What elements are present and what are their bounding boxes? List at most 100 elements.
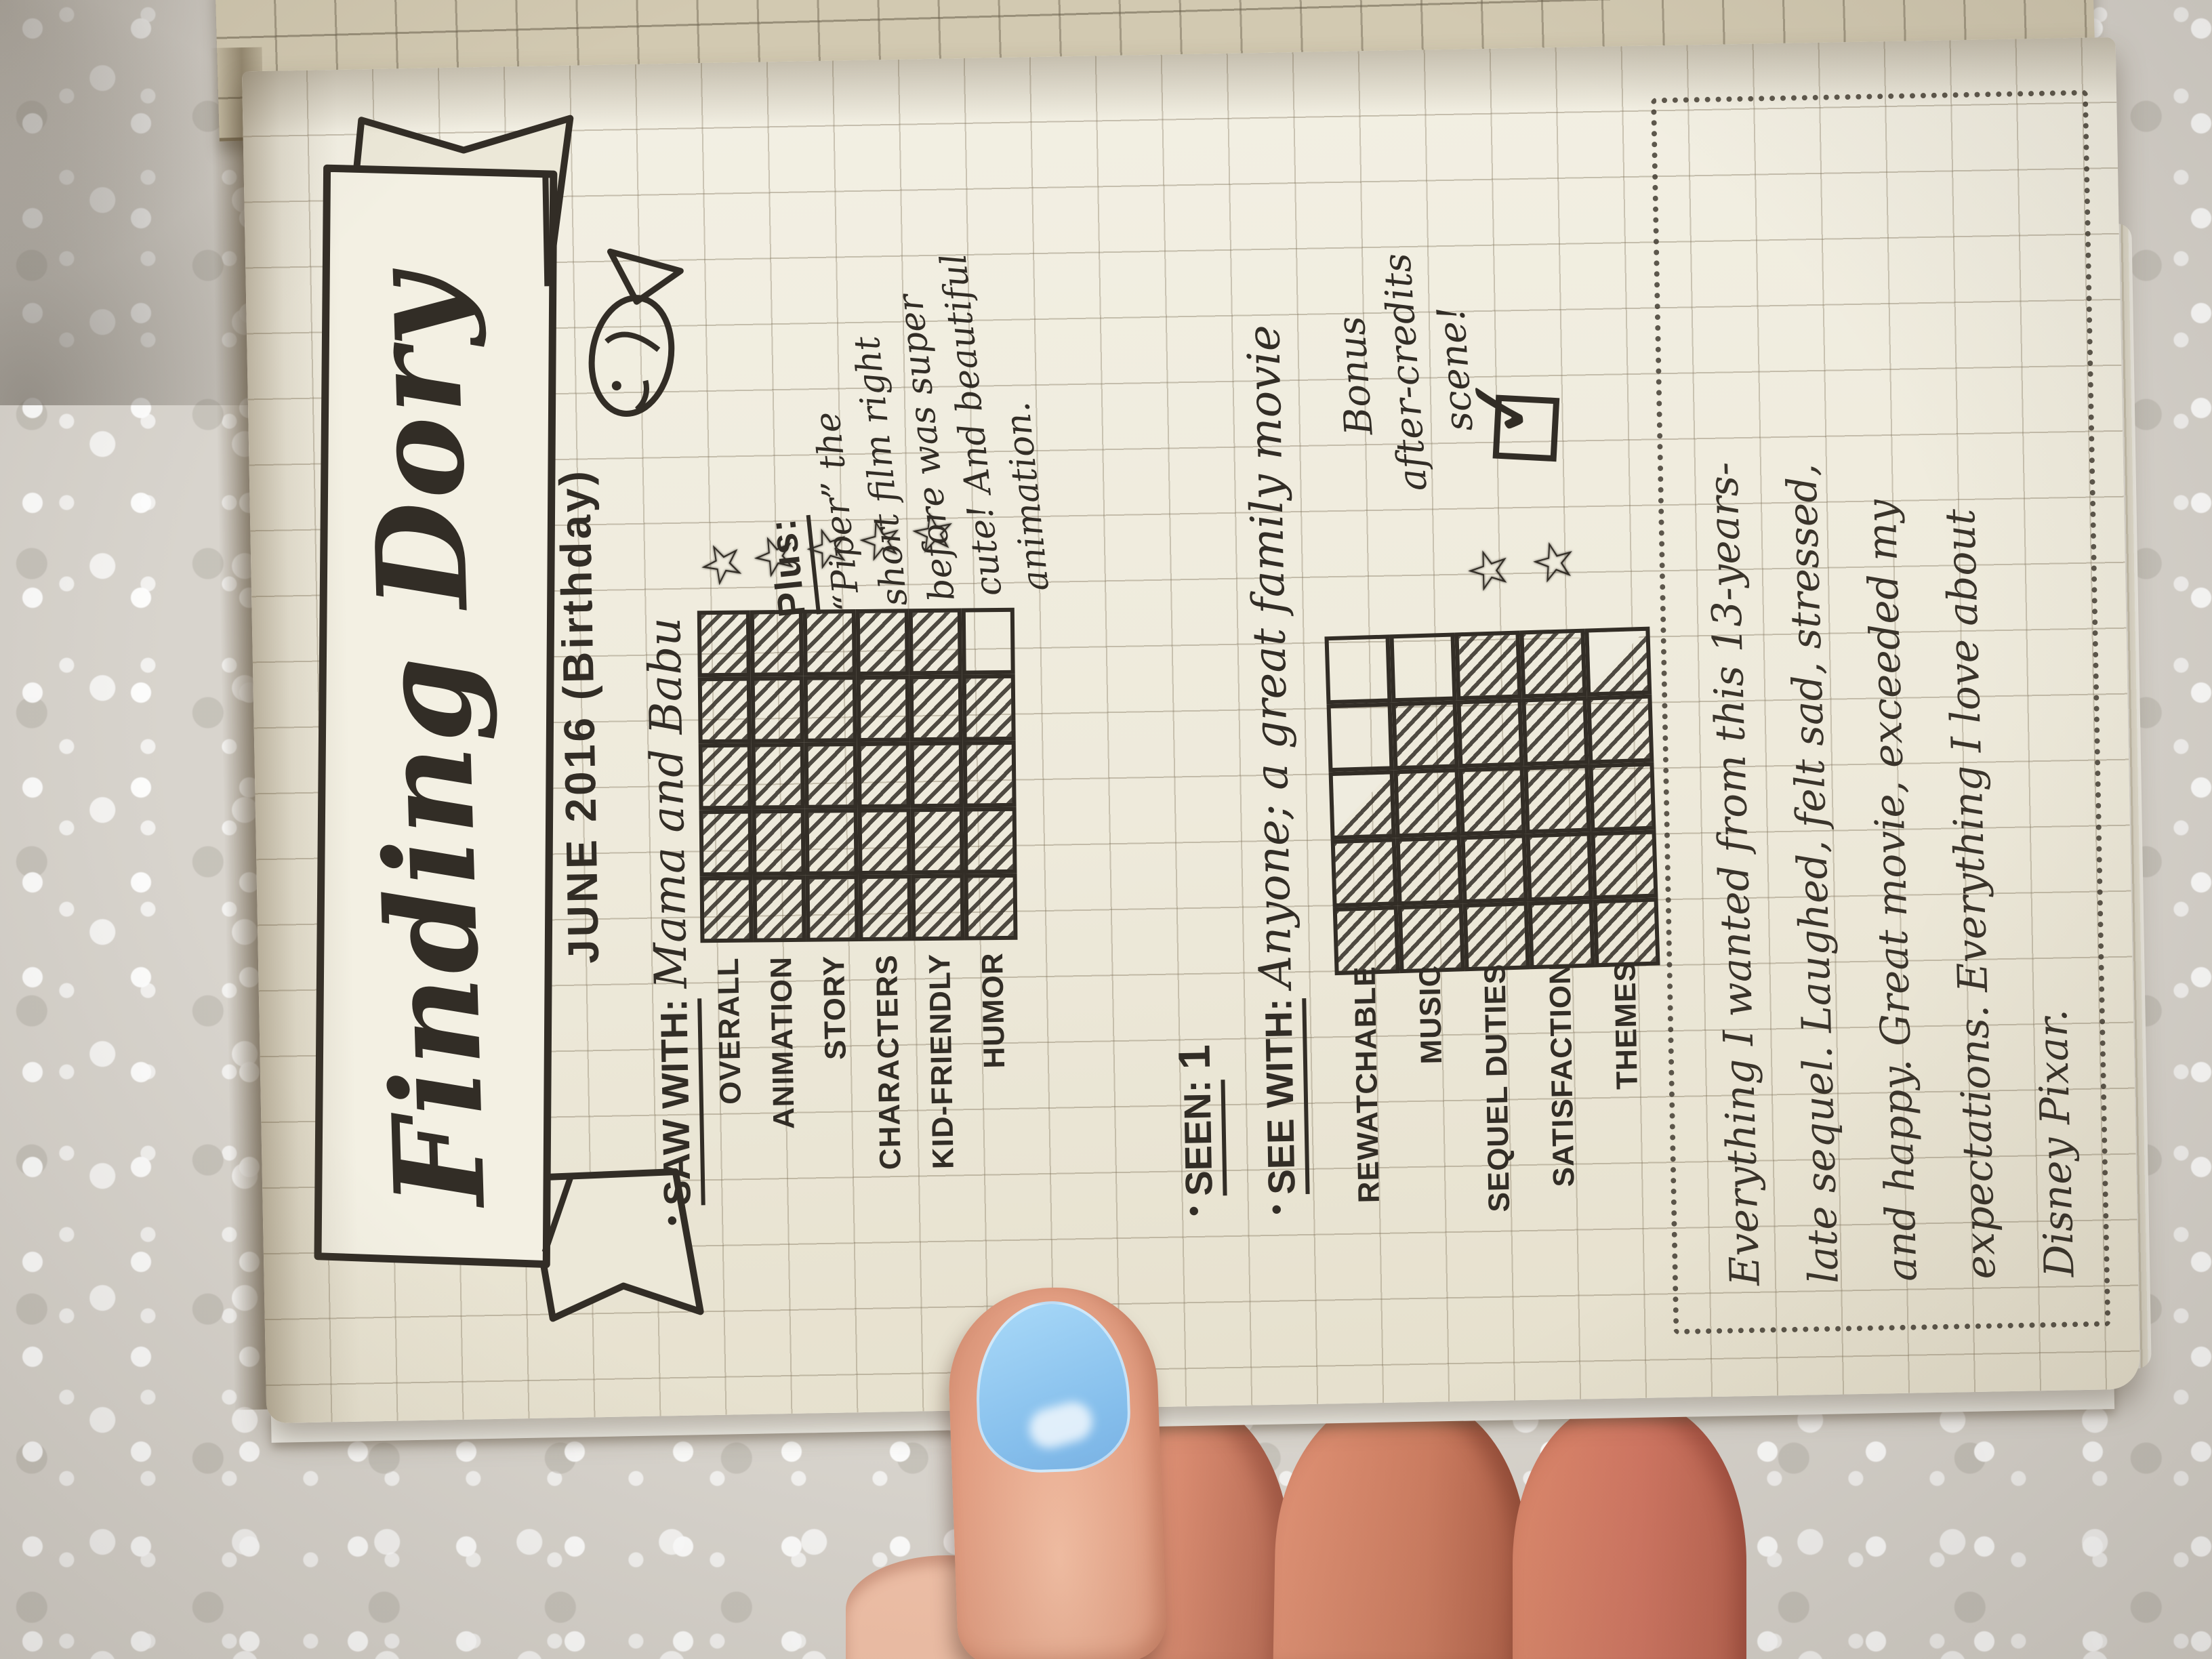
plus-note-label: Plus: — [759, 514, 821, 619]
star-icon: ☆ — [1458, 546, 1519, 595]
date-line: JUNE 2016 (Birthday) — [550, 468, 609, 964]
star-icon: ☆ — [1521, 537, 1584, 588]
seen-label: SEEN: — [1175, 1079, 1227, 1197]
fish-doodle-icon — [588, 248, 684, 417]
star-slot-empty — [1389, 552, 1458, 605]
rating-label-rewatchable: REWATCHABLE — [1348, 965, 1386, 1204]
rating-label-satisfaction: SATISFACTION — [1543, 962, 1581, 1187]
rating-cell — [962, 674, 1016, 741]
bonus-checkbox: ✓ — [1450, 367, 1560, 462]
star-slot-empty — [1582, 527, 1653, 582]
ratings-grid-extra — [1324, 626, 1660, 976]
rating-cell — [1389, 632, 1457, 703]
rating-cell — [1462, 901, 1530, 972]
rating-cell — [963, 806, 1017, 874]
title-banner-ribbon — [314, 115, 704, 1322]
rating-label-kid-friendly: KID-FRIENDLY — [922, 953, 960, 1170]
rating-cell — [964, 873, 1018, 941]
rating-cell — [699, 809, 753, 877]
rating-cell — [1589, 762, 1656, 832]
bullet-icon: • — [1258, 1204, 1294, 1216]
rating-cell — [1391, 700, 1459, 771]
rating-cell — [909, 674, 963, 742]
rating-cell — [1521, 696, 1589, 766]
rating-label-overall: OVERALL — [712, 957, 748, 1105]
rating-cell — [805, 875, 859, 942]
nail-glare — [1025, 1397, 1097, 1453]
finger — [1513, 1400, 1746, 1659]
rating-cell — [1591, 830, 1658, 900]
rating-cell — [911, 874, 965, 941]
rating-cell — [752, 875, 806, 943]
rating-label-sequel-duties: SEQUEL DUTIES — [1478, 963, 1517, 1212]
finger — [1273, 1392, 1530, 1659]
rating-cell — [1324, 634, 1392, 705]
rating-cell — [1584, 626, 1652, 697]
rating-cell — [1332, 905, 1400, 976]
rating-cell — [804, 808, 859, 876]
rating-cell — [697, 676, 752, 744]
rating-cell — [752, 808, 806, 876]
rating-cell — [857, 741, 911, 809]
thumb — [945, 1284, 1168, 1659]
rating-cell — [909, 741, 964, 808]
rating-cell — [962, 740, 1017, 808]
rating-cell — [697, 610, 751, 678]
rating-cell — [1458, 766, 1526, 836]
rating-cell — [699, 876, 754, 943]
see-with-label: SEE WITH: — [1256, 998, 1310, 1195]
rating-cell — [1397, 903, 1465, 974]
review-paragraph: Everything I wanted from this 13-years- … — [1675, 98, 2100, 1287]
ratings-stars-extra: ☆ ☆ — [1326, 537, 1652, 611]
seen-line: • SEEN: 1 — [1145, 606, 1232, 1217]
rating-cell — [750, 609, 804, 677]
rating-cell — [1525, 832, 1593, 902]
bullet-icon: • — [1175, 1205, 1212, 1217]
rating-cell — [961, 607, 1015, 675]
star-icon: ☆ — [688, 536, 755, 593]
rating-label-animation: ANIMATION — [764, 956, 801, 1130]
rating-cell — [1326, 702, 1394, 773]
rating-cell — [1330, 838, 1398, 908]
rating-cell — [856, 675, 910, 743]
ratings-grid-main — [697, 607, 1018, 943]
rating-label-humor: HUMOR — [975, 951, 1012, 1069]
rating-cell — [1586, 694, 1654, 764]
rating-label-themes: THEMES — [1608, 960, 1644, 1090]
saw-with-label: SAW WITH: — [652, 998, 705, 1206]
rating-cell — [1395, 836, 1463, 906]
rating-cell — [698, 743, 752, 811]
rating-cell — [1523, 764, 1591, 834]
star-slot-empty — [1322, 558, 1394, 615]
saw-with-value: Mama and Babu — [638, 617, 697, 989]
plus-note: Plus: “Piper” the short film right befor… — [723, 144, 1061, 619]
rating-cell — [750, 676, 804, 743]
rating-cell — [803, 676, 857, 743]
page-content: Finding Dory JUNE 2016 (Birthday) •SAW W… — [242, 37, 2126, 1399]
rating-cell — [802, 609, 857, 676]
thumbnail-blue-polish — [973, 1298, 1132, 1475]
see-with-value: Anyone; a great family movie — [1237, 324, 1302, 989]
rating-cell — [804, 742, 858, 809]
see-with-line: • SEE WITH: Anyone; a great family movie — [1218, 76, 1315, 1216]
rating-cell — [1528, 899, 1595, 970]
rating-label-characters: CHARACTERS — [869, 954, 907, 1170]
bonus-note: Bonus after-credits scene! — [1319, 211, 1492, 533]
seen-value: 1 — [1168, 1044, 1220, 1070]
rating-label-story: STORY — [817, 955, 853, 1061]
journal-page: Finding Dory JUNE 2016 (Birthday) •SAW W… — [241, 37, 2141, 1424]
rating-cell — [857, 808, 912, 876]
rating-cell — [1456, 698, 1524, 769]
rating-cell — [751, 742, 805, 810]
rating-cell — [1519, 628, 1587, 699]
bullet-icon: • — [653, 1214, 690, 1227]
rating-cell — [1328, 770, 1396, 840]
rating-cell — [1460, 834, 1528, 904]
rating-cell — [908, 608, 962, 676]
rating-cell — [855, 609, 909, 676]
checkmark-icon: ✓ — [1450, 367, 1553, 447]
rating-label-music: MUSIC — [1413, 964, 1449, 1065]
rating-cell — [1593, 897, 1660, 968]
rating-cell — [1393, 768, 1461, 838]
